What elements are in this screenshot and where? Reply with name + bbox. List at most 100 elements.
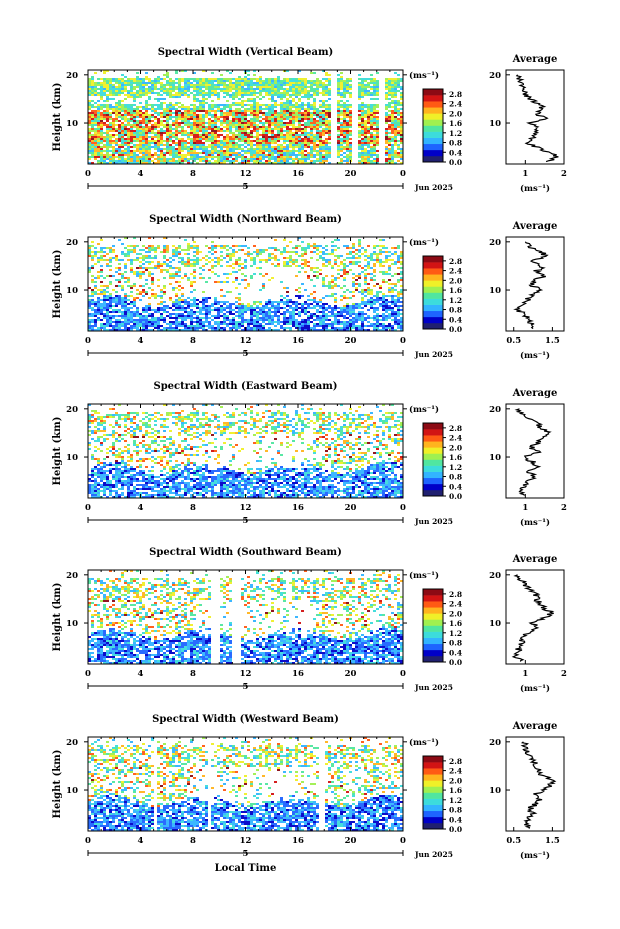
colorbar-swatch <box>423 489 443 497</box>
colorbar-unit: (ms⁻¹) <box>409 404 439 415</box>
colorbar-tick-label: 2.4 <box>449 100 462 109</box>
x-tick-label: 0 <box>400 169 406 179</box>
panel-5: Spectral Width (Westward Beam)1020Height… <box>52 714 565 874</box>
colorbar-swatch <box>423 286 443 293</box>
profile-x-label: (ms⁻¹) <box>520 183 550 194</box>
day-label: 5 <box>243 182 249 192</box>
colorbar-swatch <box>423 810 443 818</box>
heatmap-cells <box>88 570 403 664</box>
colorbar-tick-label: 2.0 <box>449 276 462 285</box>
x-tick-label: 0 <box>400 836 406 846</box>
colorbar-swatch <box>423 298 443 305</box>
colorbar-swatch <box>423 137 443 145</box>
profile-frame <box>505 236 565 332</box>
colorbar-swatch <box>423 619 443 626</box>
colorbar-tick-label: 0.4 <box>449 315 462 324</box>
profile-title: Average <box>512 221 558 232</box>
colorbar-swatch <box>423 113 443 120</box>
colorbar-swatch <box>423 435 443 442</box>
profile-line <box>520 741 557 829</box>
x-tick-label: 0 <box>85 836 91 846</box>
colorbar-tick-label: 2.8 <box>449 90 462 99</box>
y-axis-label: Height (km) <box>52 83 63 152</box>
colorbar-swatch <box>423 429 443 436</box>
date-label: Jun 2025 <box>414 683 453 692</box>
profile-frame <box>505 736 565 832</box>
colorbar-swatch <box>423 637 443 645</box>
colorbar-swatch <box>423 89 443 96</box>
colorbar-swatch <box>423 316 443 324</box>
date-label: Jun 2025 <box>414 517 453 526</box>
heatmap-cells <box>88 404 403 498</box>
y-axis-label: Height (km) <box>52 250 63 319</box>
heatmap-cells <box>88 70 403 164</box>
colorbar-swatch <box>423 655 443 663</box>
colorbar-swatch <box>423 595 443 602</box>
colorbar-swatch <box>423 601 443 608</box>
day-label: 5 <box>243 849 249 859</box>
colorbar-tick-label: 1.2 <box>449 629 462 638</box>
y-tick-label: 10 <box>66 286 78 296</box>
colorbar-swatch <box>423 107 443 114</box>
profile-x-tick-label: 1.5 <box>545 836 560 846</box>
colorbar-swatch <box>423 643 443 651</box>
x-tick-label: 0 <box>400 503 406 513</box>
colorbar-tick-label: 0.8 <box>449 806 462 815</box>
panel-title: Spectral Width (Westward Beam) <box>152 714 339 725</box>
profile-x-tick-label: 2 <box>561 503 567 513</box>
colorbar-tick-label: 1.2 <box>449 129 462 138</box>
colorbar-tick-label: 0.8 <box>449 473 462 482</box>
colorbar-swatch <box>423 607 443 614</box>
profile-x-label: (ms⁻¹) <box>520 350 550 361</box>
x-tick-label: 16 <box>292 503 304 513</box>
panel-title: Spectral Width (Southward Beam) <box>149 547 342 558</box>
profile-y-tick-label: 10 <box>489 119 501 129</box>
colorbar-tick-label: 0.0 <box>449 158 462 167</box>
y-tick-label: 10 <box>66 619 78 629</box>
colorbar-swatch <box>423 768 443 775</box>
profile-line <box>514 408 552 496</box>
colorbar-swatch <box>423 149 443 157</box>
colorbar-tick-label: 2.0 <box>449 609 462 618</box>
colorbar-tick-label: 0.4 <box>449 648 462 657</box>
profile-line <box>515 74 559 163</box>
panel-title: Spectral Width (Eastward Beam) <box>153 381 337 392</box>
colorbar-swatch <box>423 268 443 275</box>
profile-x-tick-label: 1 <box>522 503 528 513</box>
x-tick-label: 8 <box>190 169 196 179</box>
profile-title: Average <box>512 54 558 65</box>
date-label: Jun 2025 <box>414 350 453 359</box>
x-tick-label: 12 <box>240 503 252 513</box>
colorbar-tick-label: 2.4 <box>449 767 462 776</box>
x-tick-label: 4 <box>138 503 144 513</box>
colorbar-tick-label: 0.8 <box>449 139 462 148</box>
colorbar-swatch <box>423 280 443 287</box>
panel-3: Spectral Width (Eastward Beam)1020Height… <box>52 381 567 528</box>
colorbar-tick-label: 2.4 <box>449 600 462 609</box>
colorbar-tick-label: 2.0 <box>449 109 462 118</box>
colorbar-tick-label: 2.8 <box>449 424 462 433</box>
heatmap-cells <box>88 237 403 331</box>
y-tick-label: 20 <box>66 238 78 248</box>
x-tick-label: 12 <box>240 669 252 679</box>
profile-y-tick-label: 10 <box>489 286 501 296</box>
colorbar-swatch <box>423 125 443 132</box>
colorbar-swatch <box>423 471 443 479</box>
colorbar-frame <box>422 88 444 163</box>
colorbar-tick-label: 0.4 <box>449 482 462 491</box>
profile-y-tick-label: 20 <box>489 238 501 248</box>
x-tick-label: 0 <box>85 336 91 346</box>
x-tick-label: 20 <box>345 336 357 346</box>
colorbar-tick-label: 2.0 <box>449 776 462 785</box>
x-tick-label: 0 <box>400 336 406 346</box>
colorbar-swatch <box>423 625 443 632</box>
colorbar-tick-label: 1.6 <box>449 619 462 628</box>
date-label: Jun 2025 <box>414 850 453 859</box>
colorbar-frame <box>422 422 444 497</box>
y-tick-label: 10 <box>66 786 78 796</box>
colorbar-tick-label: 1.2 <box>449 796 462 805</box>
colorbar-swatch <box>423 292 443 299</box>
profile-x-label: (ms⁻¹) <box>520 517 550 528</box>
y-tick-label: 20 <box>66 405 78 415</box>
